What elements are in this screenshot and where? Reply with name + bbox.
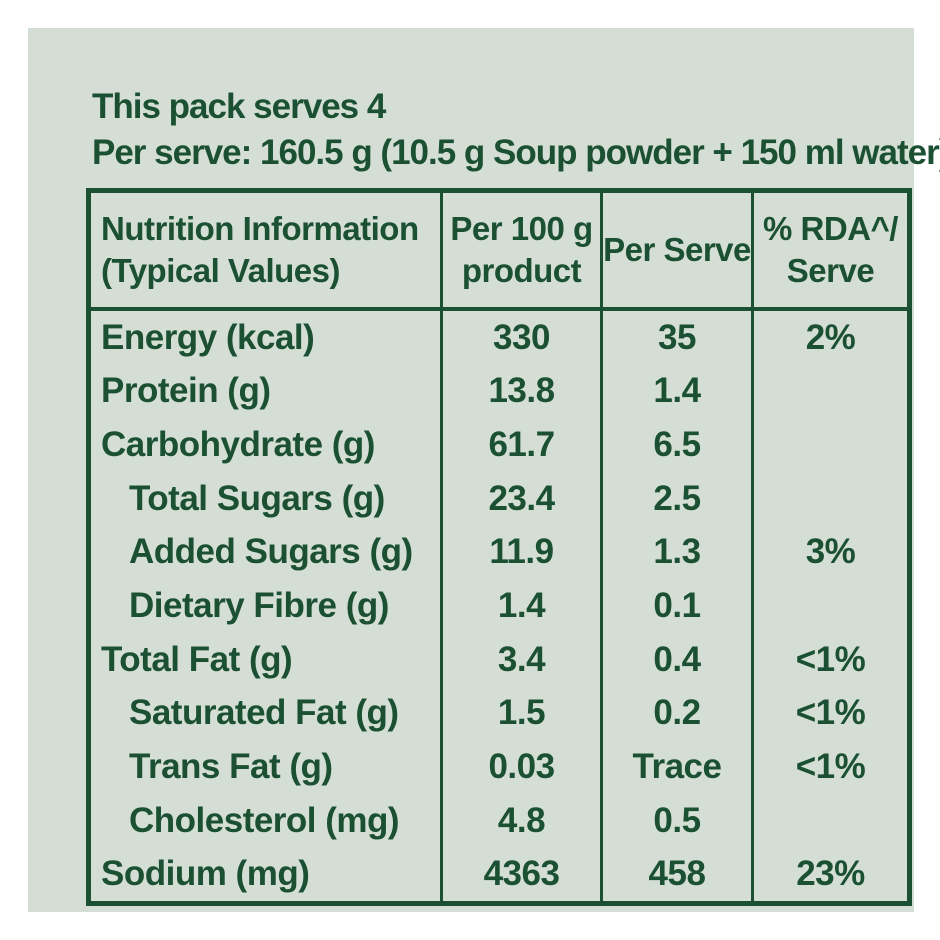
- header-nutrition-information: Nutrition Information (Typical Values): [91, 193, 440, 311]
- protein-per-100g: 13.8: [440, 364, 600, 419]
- sodium-per-serve: 458: [600, 847, 751, 901]
- row-label-cholesterol: Cholesterol (mg): [129, 800, 400, 840]
- row-label-total-sugars: Total Sugars (g): [129, 478, 385, 518]
- row-label-added-sugars: Added Sugars (g): [129, 532, 413, 572]
- total-fat-per-serve: 0.4: [600, 632, 751, 687]
- row-label-trans-fat: Trans Fat (g): [129, 746, 333, 786]
- row-label-protein: Protein (g): [101, 371, 271, 411]
- cholesterol-rda: [751, 793, 907, 848]
- carbohydrate-per-100g: 61.7: [440, 418, 600, 472]
- protein-rda: [751, 364, 907, 419]
- row-label-carbohydrate: Carbohydrate (g): [101, 425, 375, 465]
- total-sugars-rda: [751, 471, 907, 526]
- row-label-sodium: Sodium (mg): [101, 854, 310, 894]
- trans-fat-per-serve: Trace: [600, 740, 751, 794]
- energy-per-100g: 330: [440, 311, 600, 365]
- header-per-100g: Per 100 g product: [440, 193, 600, 311]
- nutrition-table: Nutrition Information (Typical Values) P…: [86, 188, 912, 906]
- per-serve-text: Per serve: 160.5 g (10.5 g Soup powder +…: [92, 133, 940, 172]
- sodium-per-100g: 4363: [440, 847, 600, 901]
- energy-rda: 2%: [751, 311, 907, 365]
- dietary-fibre-per-100g: 1.4: [440, 579, 600, 633]
- added-sugars-per-serve: 1.3: [600, 525, 751, 580]
- total-sugars-per-100g: 23.4: [440, 471, 600, 526]
- row-label-energy: Energy (kcal): [101, 317, 315, 357]
- dietary-fibre-rda: [751, 579, 907, 633]
- saturated-fat-per-100g: 1.5: [440, 686, 600, 741]
- trans-fat-per-100g: 0.03: [440, 740, 600, 794]
- header-per-serve: Per Serve: [600, 193, 751, 311]
- sodium-rda: 23%: [751, 847, 907, 901]
- added-sugars-per-100g: 11.9: [440, 525, 600, 580]
- carbohydrate-per-serve: 6.5: [600, 418, 751, 472]
- row-label-saturated-fat: Saturated Fat (g): [129, 693, 399, 733]
- header-rda-per-serve: % RDA^/ Serve: [751, 193, 907, 311]
- serving-info: This pack serves 4 Per serve: 160.5 g (1…: [92, 84, 940, 176]
- label-panel: This pack serves 4 Per serve: 160.5 g (1…: [28, 28, 940, 912]
- cholesterol-per-serve: 0.5: [600, 793, 751, 848]
- total-fat-rda: <1%: [751, 632, 907, 687]
- pack-serves-text: This pack serves 4: [92, 87, 386, 126]
- row-label-dietary-fibre: Dietary Fibre (g): [129, 585, 389, 625]
- total-fat-per-100g: 3.4: [440, 632, 600, 687]
- added-sugars-rda: 3%: [751, 525, 907, 580]
- row-label-total-fat: Total Fat (g): [101, 639, 293, 679]
- total-sugars-per-serve: 2.5: [600, 471, 751, 526]
- cholesterol-per-100g: 4.8: [440, 793, 600, 848]
- energy-per-serve: 35: [600, 311, 751, 365]
- dietary-fibre-per-serve: 0.1: [600, 579, 751, 633]
- protein-per-serve: 1.4: [600, 364, 751, 419]
- saturated-fat-rda: <1%: [751, 686, 907, 741]
- saturated-fat-per-serve: 0.2: [600, 686, 751, 741]
- trans-fat-rda: <1%: [751, 740, 907, 794]
- carbohydrate-rda: [751, 418, 907, 472]
